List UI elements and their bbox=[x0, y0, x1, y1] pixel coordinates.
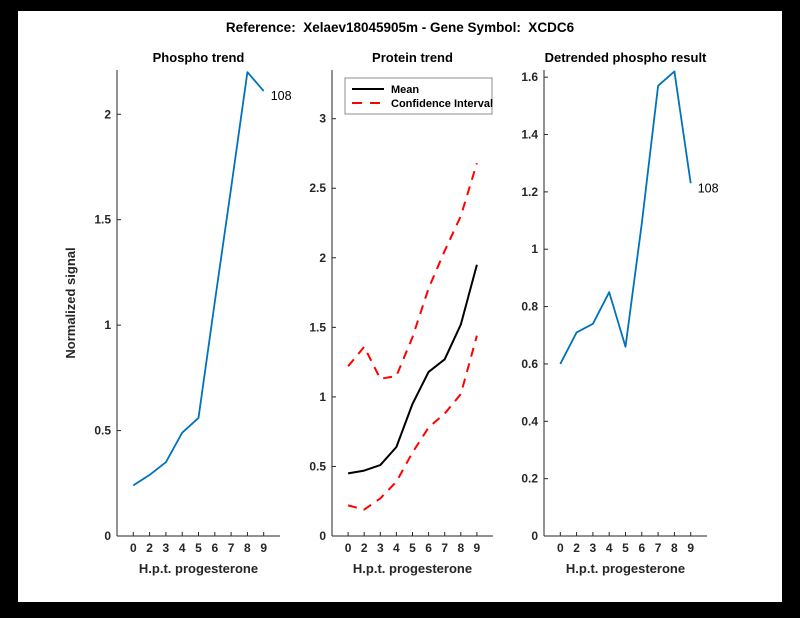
y-tick-label: 1 bbox=[531, 242, 538, 256]
x-tick-label: 8 bbox=[244, 541, 251, 555]
x-tick-label: 6 bbox=[211, 541, 218, 555]
x-tick-label: 0 bbox=[130, 541, 137, 555]
y-tick-label: 1.5 bbox=[309, 320, 326, 334]
x-tick-label: 2 bbox=[573, 541, 580, 555]
y-tick-label: 1 bbox=[104, 318, 111, 332]
y-tick-label: 0.8 bbox=[521, 300, 538, 314]
x-axis-label: H.p.t. progesterone bbox=[353, 561, 472, 576]
y-tick-label: 0.2 bbox=[521, 472, 538, 486]
x-tick-label: 8 bbox=[457, 541, 464, 555]
y-tick-label: 0.4 bbox=[521, 414, 538, 428]
data-label-108: 108 bbox=[698, 181, 719, 195]
y-tick-label: 2.5 bbox=[309, 181, 326, 195]
y-tick-label: 1.6 bbox=[521, 70, 538, 84]
y-tick-label: 3 bbox=[319, 112, 326, 126]
series-detrended-signal bbox=[559, 70, 692, 365]
x-tick-label: 9 bbox=[687, 541, 694, 555]
x-tick-label: 3 bbox=[163, 541, 170, 555]
x-tick-label: 7 bbox=[441, 541, 448, 555]
x-tick-label: 6 bbox=[638, 541, 645, 555]
y-tick-label: 0.5 bbox=[309, 459, 326, 473]
x-tick-label: 3 bbox=[377, 541, 384, 555]
subplot-title: Detrended phospho result bbox=[545, 50, 707, 65]
legend: Mean Confidence Interval bbox=[344, 77, 493, 115]
x-tick-label: 0 bbox=[345, 541, 352, 555]
y-tick-label: 0 bbox=[104, 529, 111, 543]
data-label-108: 108 bbox=[271, 89, 292, 103]
legend-box bbox=[344, 77, 493, 115]
x-tick-label: 4 bbox=[606, 541, 613, 555]
figure-title: Reference: Xelaev18045905m - Gene Symbol… bbox=[225, 20, 575, 35]
series-confidence-lower bbox=[347, 335, 478, 511]
x-tick-label: 5 bbox=[195, 541, 202, 555]
x-tick-label: 2 bbox=[146, 541, 153, 555]
x-axis-label: H.p.t. progesterone bbox=[139, 561, 258, 576]
subplot-title: Phospho trend bbox=[153, 50, 245, 65]
y-tick-label: 1.4 bbox=[521, 128, 538, 142]
x-tick-label: 4 bbox=[179, 541, 186, 555]
x-tick-label: 0 bbox=[557, 541, 564, 555]
x-tick-label: 2 bbox=[361, 541, 368, 555]
legend-entry-label: Mean bbox=[391, 84, 419, 96]
y-tick-label: 0 bbox=[319, 529, 326, 543]
x-tick-label: 5 bbox=[622, 541, 629, 555]
y-tick-label: 1.2 bbox=[521, 185, 538, 199]
x-tick-label: 7 bbox=[655, 541, 662, 555]
x-tick-label: 7 bbox=[228, 541, 235, 555]
legend-entry-label: Confidence Interval bbox=[391, 98, 493, 110]
y-tick-label: 2 bbox=[104, 107, 111, 121]
matlab-figure: Reference: Xelaev18045905m - Gene Symbol… bbox=[18, 11, 782, 602]
x-tick-label: 4 bbox=[393, 541, 400, 555]
x-tick-label: 5 bbox=[409, 541, 416, 555]
y-tick-label: 0.6 bbox=[521, 357, 538, 371]
y-tick-label: 0.5 bbox=[94, 424, 111, 438]
series-confidence-upper bbox=[347, 162, 478, 380]
y-tick-label: 1 bbox=[319, 390, 326, 404]
x-tick-label: 9 bbox=[474, 541, 481, 555]
y-tick-label: 0 bbox=[531, 529, 538, 543]
series-protein-mean bbox=[347, 264, 478, 475]
subplot-detrended-phospho-result: 0 2 3 4 5 6 7 8 900.20.40.60.811.21.41.6Detrende… bbox=[521, 50, 718, 576]
y-tick-label: 1.5 bbox=[94, 213, 111, 227]
y-axis-label: Normalized signal bbox=[63, 247, 78, 358]
x-tick-label: 6 bbox=[425, 541, 432, 555]
x-axis-label: H.p.t. progesterone bbox=[566, 561, 685, 576]
y-tick-label: 2 bbox=[319, 251, 326, 265]
x-tick-label: 9 bbox=[260, 541, 267, 555]
series-phospho-signal bbox=[132, 71, 265, 487]
x-tick-label: 3 bbox=[590, 541, 597, 555]
x-tick-label: 8 bbox=[671, 541, 678, 555]
subplot-title: Protein trend bbox=[372, 50, 453, 65]
